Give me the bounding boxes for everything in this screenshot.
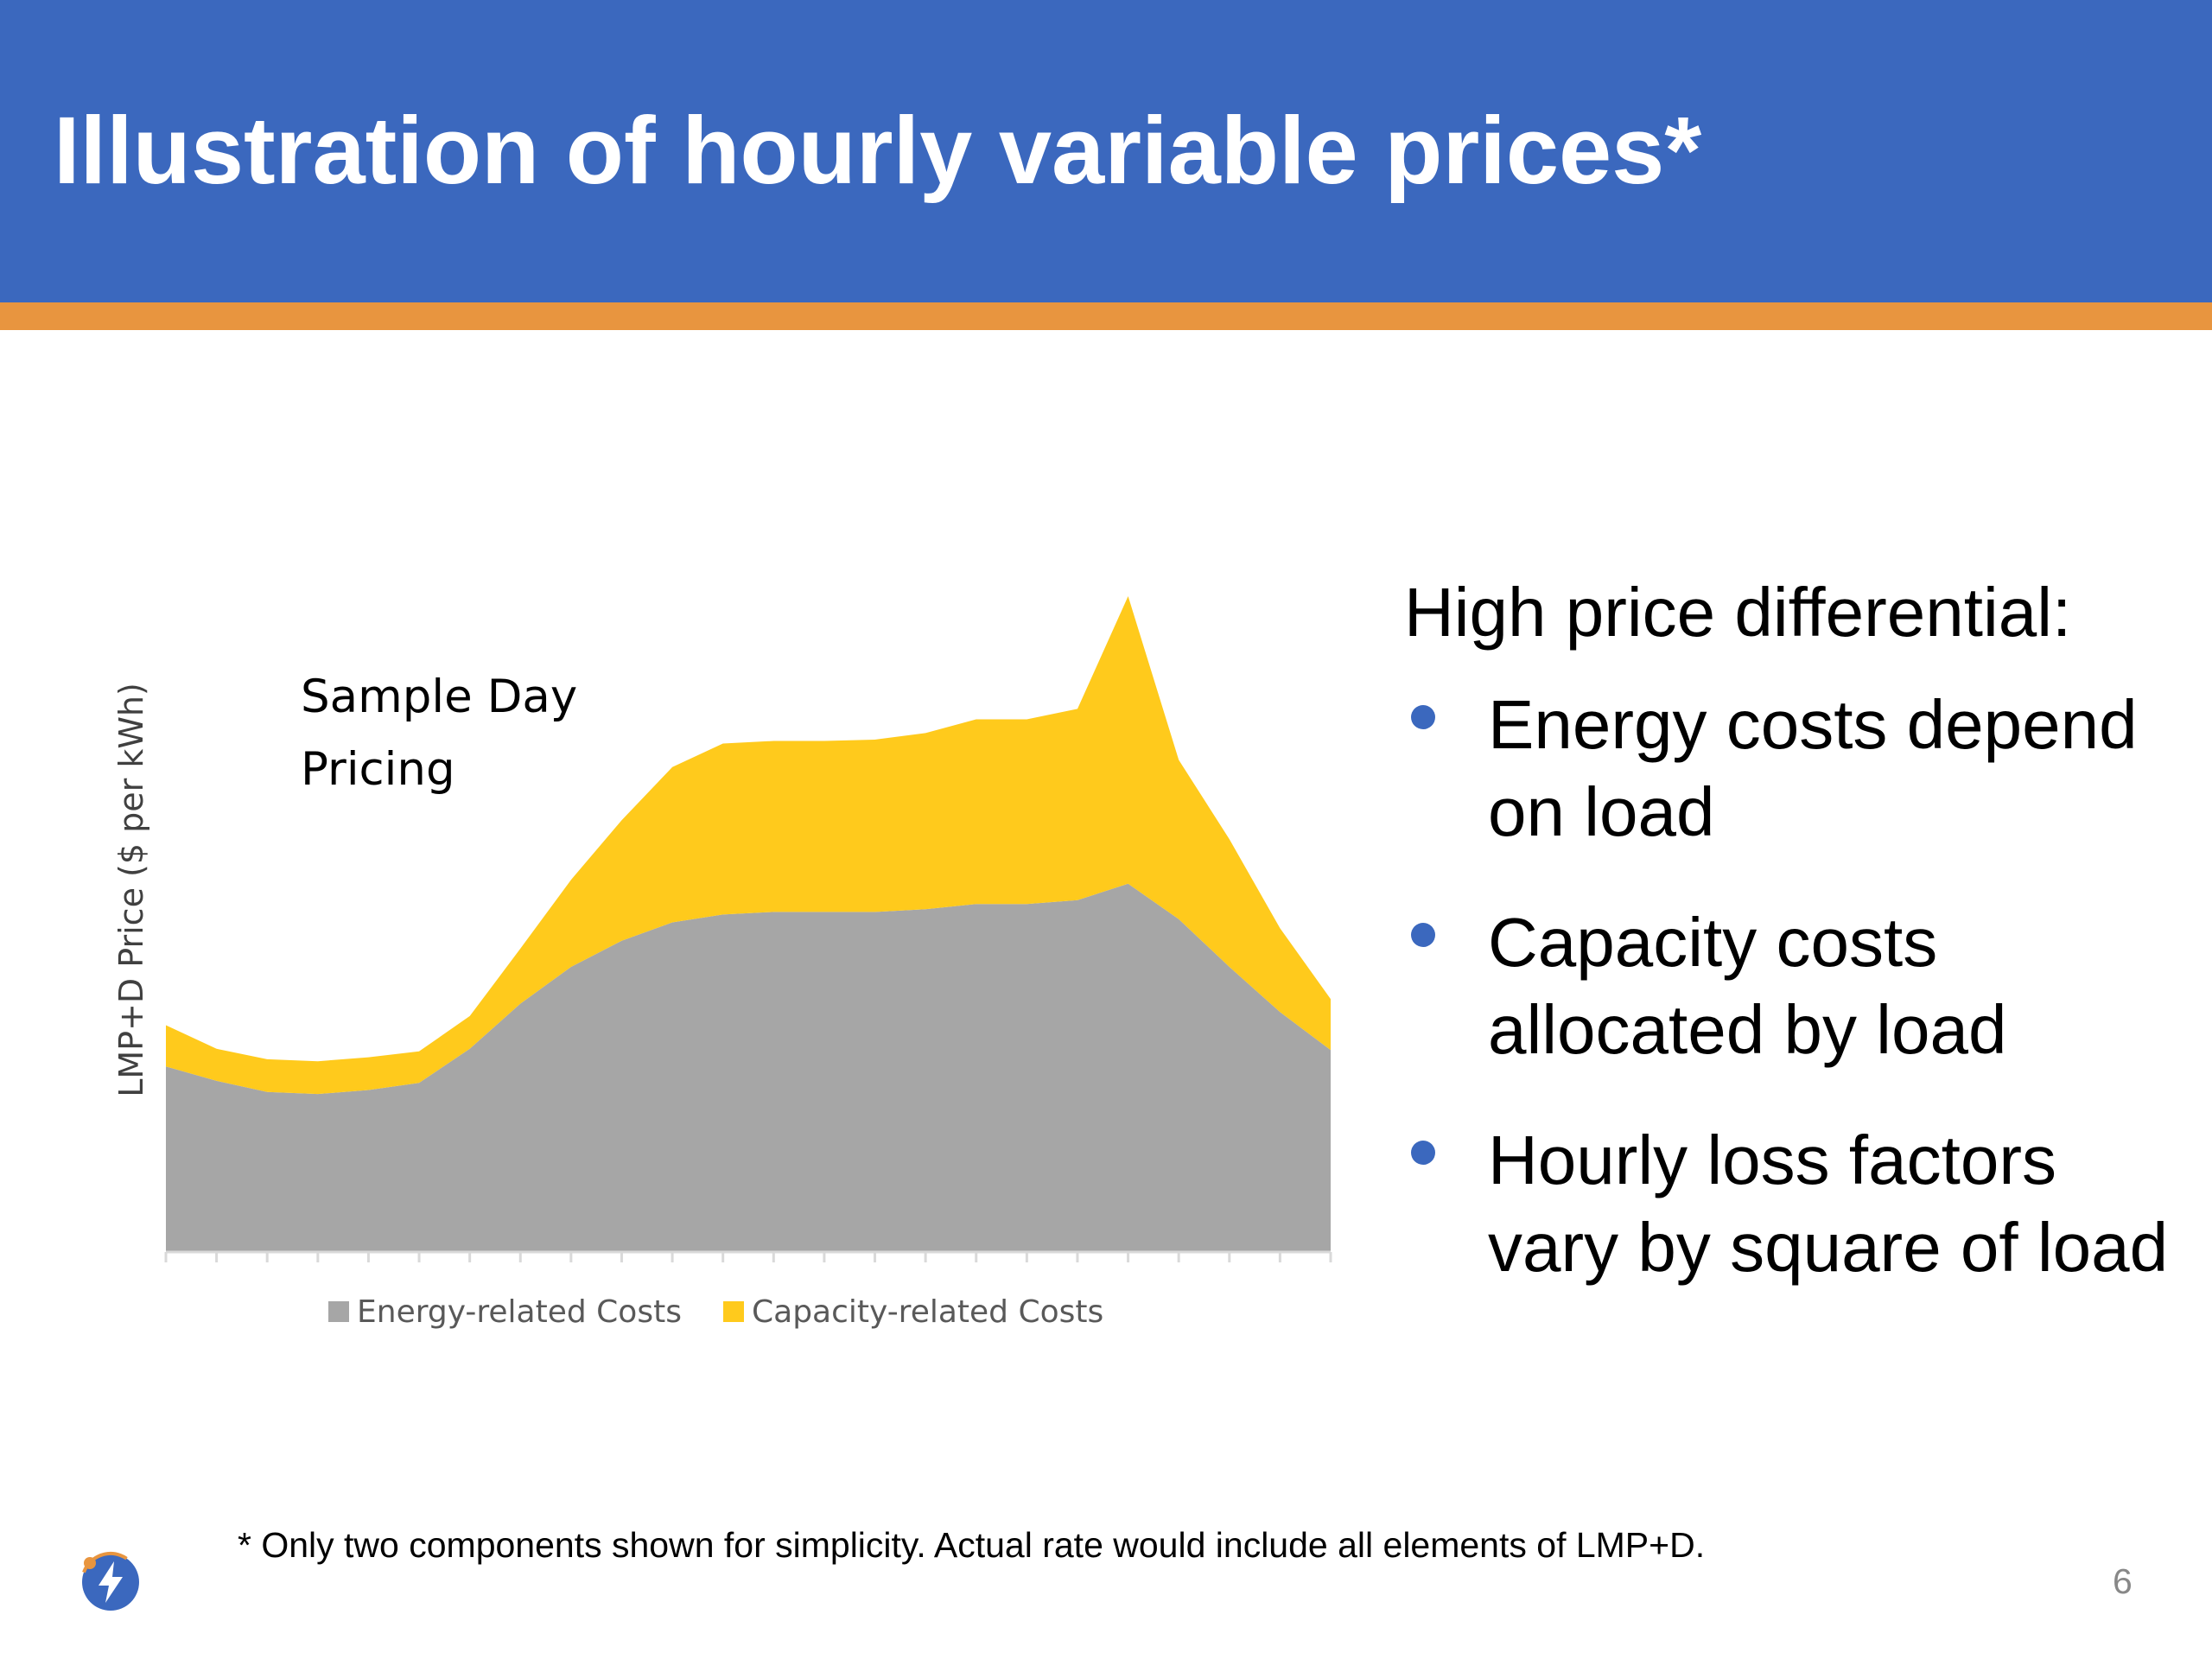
bullet-dot-icon [1411, 705, 1435, 729]
bullet-text: Energy costs depend on load [1488, 686, 2138, 850]
bullet-list: Energy costs depend on load Capacity cos… [1404, 681, 2182, 1291]
bullet-item: Hourly loss factors vary by square of lo… [1404, 1116, 2182, 1291]
footnote: * Only two components shown for simplici… [238, 1525, 1706, 1565]
legend-label: Energy-related Costs [357, 1294, 682, 1330]
y-axis-label: LMP+D Price ($ per kWh) [112, 683, 150, 1097]
bullet-text: Hourly loss factors vary by square of lo… [1488, 1122, 2169, 1286]
bullet-item: Capacity costs allocated by load [1404, 899, 2182, 1073]
side-panel: High price differential: Energy costs de… [1404, 562, 2182, 1334]
lightning-bolt-icon [80, 1552, 141, 1612]
legend-swatch [723, 1301, 744, 1322]
bullet-dot-icon [1411, 923, 1435, 947]
chart-title-line-2: Pricing [301, 743, 455, 796]
side-heading: High price differential: [1404, 574, 2072, 651]
legend-swatch [328, 1301, 349, 1322]
accent-stripe [0, 302, 2212, 330]
chart-axis [164, 1250, 1332, 1262]
series-area-capacity [166, 596, 1331, 1095]
bullet-text: Capacity costs allocated by load [1488, 904, 2007, 1068]
chart-legend: Energy-related Costs Capacity-related Cos… [328, 1294, 1103, 1330]
chart-title-line-1: Sample Day [301, 671, 577, 723]
page-number: 6 [2113, 1561, 2133, 1601]
chart-areas [166, 596, 1331, 1251]
bullet-dot-icon [1411, 1141, 1435, 1165]
title-bar: Illustration of hourly variable prices* [0, 0, 2212, 302]
legend-label: Capacity-related Costs [752, 1294, 1103, 1330]
series-area-energy [166, 883, 1331, 1251]
slide-title: Illustration of hourly variable prices* [54, 98, 1702, 204]
bullet-item: Energy costs depend on load [1404, 681, 2182, 855]
